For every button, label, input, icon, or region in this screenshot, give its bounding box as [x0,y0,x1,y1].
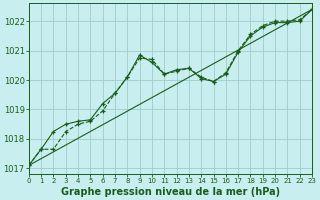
X-axis label: Graphe pression niveau de la mer (hPa): Graphe pression niveau de la mer (hPa) [61,187,280,197]
